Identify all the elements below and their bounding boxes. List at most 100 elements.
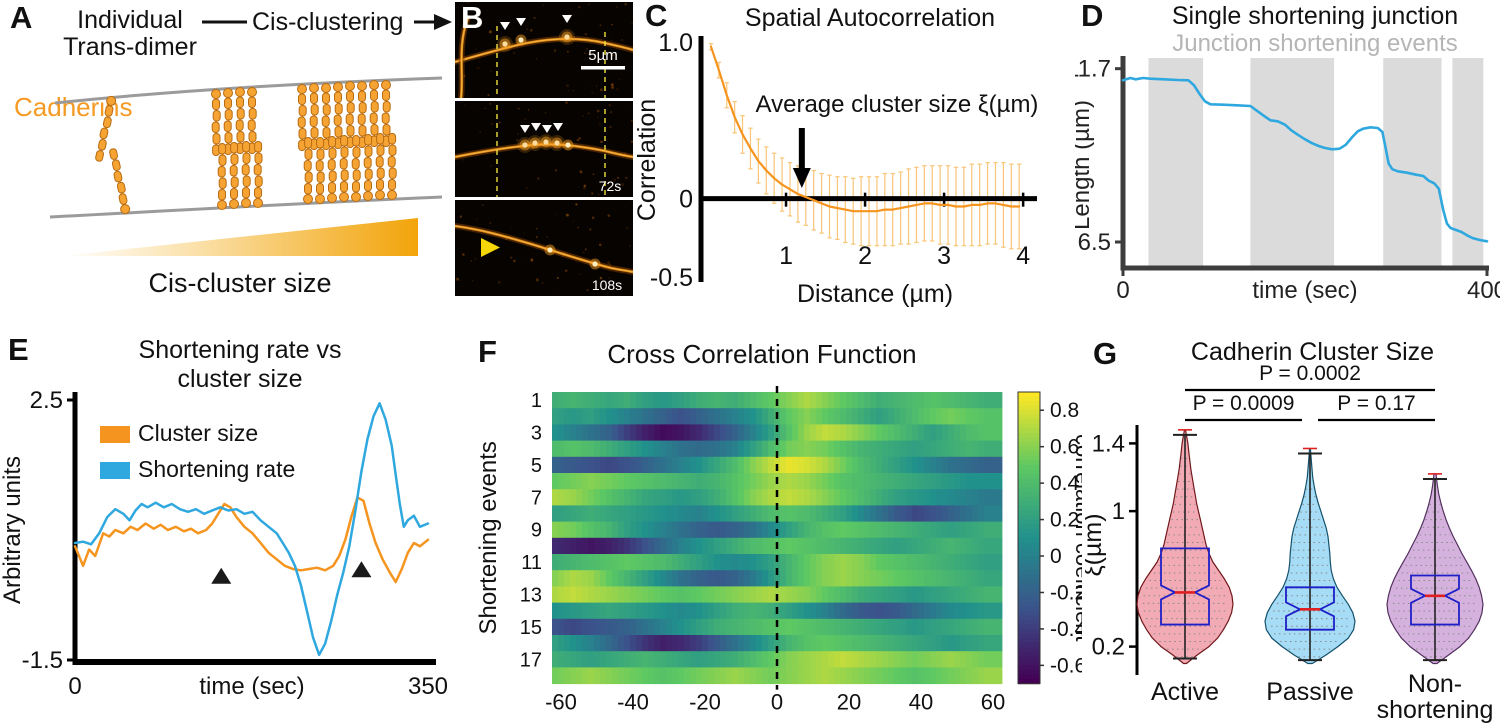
svg-text:Correlation: Correlation xyxy=(635,99,661,221)
svg-text:-0.2: -0.2 xyxy=(1050,581,1082,604)
panel-g-title: Cadherin Cluster Size xyxy=(1190,338,1435,366)
panel-c-title: Spatial Autocorrelation xyxy=(744,4,996,32)
svg-text:Distance (µm): Distance (µm) xyxy=(797,280,953,308)
cluster-size-gradient xyxy=(62,218,418,256)
shortening-event-bands xyxy=(1148,58,1484,268)
arrowhead-icon xyxy=(516,18,526,26)
svg-text:0.6: 0.6 xyxy=(1050,436,1079,459)
svg-text:5µm: 5µm xyxy=(588,47,617,64)
panel-f-title: Cross Correlation Function xyxy=(607,339,917,369)
down-arrow-icon xyxy=(792,168,811,188)
svg-text:9: 9 xyxy=(531,520,542,542)
svg-text:-0.5: -0.5 xyxy=(650,264,693,292)
svg-text:-1.5: -1.5 xyxy=(22,647,63,674)
panel-f-label: F xyxy=(478,334,497,369)
svg-text:108s: 108s xyxy=(592,277,622,293)
svg-text:0: 0 xyxy=(68,673,81,700)
panel-c: C Spatial Autocorrelation 1 2 3 4 1.0 0 -0.5 Co… xyxy=(635,0,1075,320)
event-triangle-icon xyxy=(211,567,232,584)
panel-e: E Shortening rate vs cluster size 2.5 -1.… xyxy=(0,330,455,726)
svg-text:time (sec): time (sec) xyxy=(199,673,304,700)
panel-b-label: B xyxy=(461,0,484,35)
svg-text:1.4: 1.4 xyxy=(1092,430,1125,457)
svg-text:Non-: Non- xyxy=(1408,670,1462,698)
panel-b: B 5µm 72s 108s xyxy=(455,2,635,302)
yellow-arrowhead-icon xyxy=(481,238,500,257)
arrowhead-icon xyxy=(562,15,572,23)
svg-text:60: 60 xyxy=(981,690,1005,715)
colorbar xyxy=(1017,391,1044,685)
panel-e-label: E xyxy=(8,332,29,367)
series-shortening-rate xyxy=(73,402,430,657)
svg-text:Arbitrary units: Arbitrary units xyxy=(0,456,26,604)
svg-text:-40: -40 xyxy=(617,690,649,715)
violin-non-shortening xyxy=(1386,473,1484,665)
large-cis-cluster xyxy=(297,80,397,204)
svg-text:Average cluster size ξ(µm): Average cluster size ξ(µm) xyxy=(756,91,1039,118)
svg-text:1: 1 xyxy=(531,390,542,412)
svg-text:-0.4: -0.4 xyxy=(1050,618,1082,641)
svg-text:1: 1 xyxy=(1112,498,1125,525)
svg-text:20: 20 xyxy=(837,690,861,715)
panel-a: A xyxy=(0,0,455,320)
panel-f: F Cross Correlation Function 1 3 5 7 9 11 13 15… xyxy=(462,330,1082,726)
cluster-size-violin-plot: 1.4 1 0.2 ξ(µm) Active Passive Non-shortening P… xyxy=(1085,362,1494,724)
legend: Cluster size Shortening rate xyxy=(100,420,295,482)
svg-text:Passive: Passive xyxy=(1266,678,1354,706)
svg-text:P = 0.0009: P = 0.0009 xyxy=(1193,392,1295,415)
junction-length-line xyxy=(1121,76,1489,243)
panel-d-title: Single shortening junction xyxy=(1171,2,1459,30)
spatial-autocorrelation-plot: 1 2 3 4 1.0 0 -0.5 Correlation Distance (µm) Aver… xyxy=(635,29,1039,308)
arrow-head-icon xyxy=(434,14,452,30)
svg-text:time (sec): time (sec) xyxy=(1252,277,1357,304)
panel-a-label: A xyxy=(10,0,33,35)
junction-micrograph-t72: 72s xyxy=(455,101,633,197)
svg-text:0: 0 xyxy=(771,690,783,715)
panel-d-label: D xyxy=(1081,0,1104,33)
svg-text:11: 11 xyxy=(521,552,542,574)
svg-text:15: 15 xyxy=(520,617,542,639)
arrowhead-icon xyxy=(520,125,530,133)
violin-passive xyxy=(1264,447,1356,665)
svg-text:Cluster size: Cluster size xyxy=(138,420,258,446)
svg-text:0.8: 0.8 xyxy=(1050,399,1079,422)
svg-text:2: 2 xyxy=(858,242,872,270)
svg-text:0: 0 xyxy=(1050,545,1062,568)
svg-text:Shortening events: Shortening events xyxy=(475,441,502,634)
svg-text:6.5: 6.5 xyxy=(1078,229,1111,256)
junction-length-plot: 11.7 6.50 400 time (sec) Length (µm) xyxy=(1075,56,1500,304)
panel-e-title: Shortening rate vs cluster size xyxy=(138,336,342,393)
svg-text:0.2: 0.2 xyxy=(1050,509,1079,532)
svg-text:ξ(µm): ξ(µm) xyxy=(1085,513,1107,576)
svg-text:0.4: 0.4 xyxy=(1050,472,1080,495)
rate-vs-cluster-plot: 2.5 -1.50 350 time (sec) Arbitrary units Clus… xyxy=(0,387,448,700)
svg-text:4: 4 xyxy=(1016,242,1030,270)
title-trans-dimer: Trans-dimer xyxy=(63,33,197,61)
svg-text:1: 1 xyxy=(779,242,793,270)
svg-text:correlation coefficient: correlation coefficient xyxy=(1071,434,1082,642)
svg-text:P = 0.17: P = 0.17 xyxy=(1337,392,1415,415)
svg-text:72s: 72s xyxy=(599,178,622,194)
heatmap-cells xyxy=(552,392,1003,685)
small-cis-cluster xyxy=(211,87,263,210)
junction-micrograph-t108: 108s xyxy=(455,200,633,296)
cadherin-clustering-diagram: Individual Trans-dimer Cis-clustering Ca… xyxy=(14,6,452,298)
svg-text:Shortening rate: Shortening rate xyxy=(138,456,295,482)
svg-text:40: 40 xyxy=(909,690,933,715)
svg-text:350: 350 xyxy=(408,673,448,700)
svg-text:0.2: 0.2 xyxy=(1092,634,1125,661)
svg-text:3: 3 xyxy=(531,423,542,445)
svg-text:1.0: 1.0 xyxy=(658,29,693,57)
panel-g: G Cadherin Cluster Size 1.4 1 0.2 ξ(µm) Acti… xyxy=(1085,330,1500,726)
event-triangle-icon xyxy=(351,561,372,578)
svg-text:Length (µm): Length (µm) xyxy=(1075,100,1095,230)
svg-text:0: 0 xyxy=(1116,277,1129,304)
arrowhead-icon xyxy=(542,125,552,133)
svg-text:shortening: shortening xyxy=(1377,696,1494,724)
junction-micrograph-t0: 5µm xyxy=(455,2,633,98)
svg-text:2.5: 2.5 xyxy=(30,387,63,414)
arrowhead-icon xyxy=(553,123,563,131)
arrowhead-icon xyxy=(531,123,541,131)
